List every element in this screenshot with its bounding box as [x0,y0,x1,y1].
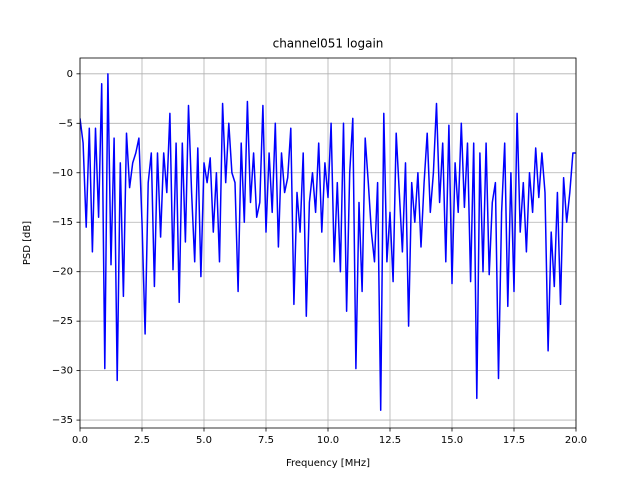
y-axis-label: PSD [dB] [22,221,33,265]
x-tick-label: 7.5 [258,435,274,446]
x-tick-label: 5.0 [196,435,212,446]
chart-title: channel051 logain [273,37,384,51]
x-tick-label: 20.0 [565,435,587,446]
x-tick-label: 0.0 [72,435,88,446]
y-tick-label: 0 [67,69,73,80]
x-tick-label: 10.0 [317,435,339,446]
plot-frame [79,57,577,429]
x-axis-label: Frequency [MHz] [286,458,370,469]
x-tick-label: 15.0 [441,435,463,446]
y-tick-label: −35 [52,415,73,426]
y-tick-label: −25 [52,316,73,327]
y-tick-label: −10 [52,168,73,179]
y-tick-label: −20 [52,267,73,278]
y-tick-label: −15 [52,217,73,228]
x-tick-label: 2.5 [134,435,150,446]
y-tick-label: −30 [52,366,73,377]
x-tick-label: 17.5 [503,435,525,446]
y-tick-label: −5 [58,118,73,129]
line-series [80,73,576,411]
x-tick-label: 12.5 [379,435,401,446]
